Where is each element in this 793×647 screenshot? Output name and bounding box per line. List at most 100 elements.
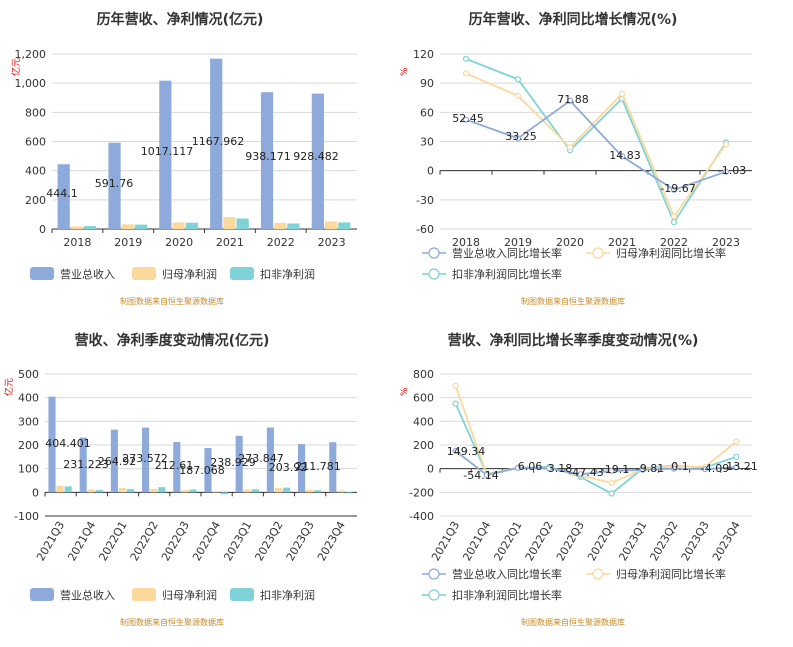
data-label: 52.45 — [452, 112, 484, 125]
data-label: 273.847 — [238, 452, 284, 465]
legend: 营业总收入 归母净利润 扣非净利润 — [30, 267, 315, 281]
point-c4-s0-7 — [670, 465, 678, 472]
point-c2-s2-0 — [462, 55, 470, 62]
x-tick-label: 2023Q3 — [284, 519, 317, 563]
x-tick-label: 2023Q3 — [679, 519, 712, 563]
data-label: 6.06 — [518, 460, 543, 473]
data-label: 231.223 — [63, 458, 109, 471]
bar-c3-s1-0 — [56, 485, 64, 493]
line-c2-s0 — [465, 99, 727, 191]
x-tick-label: 2021 — [216, 236, 244, 249]
data-label: 212.61 — [155, 459, 194, 472]
y-tick-label: -30 — [416, 194, 434, 207]
legend-swatch — [132, 588, 156, 601]
data-label: -19.67 — [660, 182, 695, 195]
bar-c3-s2-5 — [220, 492, 228, 495]
y-tick-label: 0 — [427, 463, 434, 476]
bar-c3-s2-7 — [283, 487, 291, 493]
x-tick-label: 2022 — [267, 236, 295, 249]
point-c2-s0-0 — [462, 116, 470, 123]
data-label: -47.43 — [568, 466, 603, 479]
x-tick-label: 2023 — [712, 236, 740, 249]
point-c4-s0-3 — [546, 465, 553, 472]
y-tick-label: 400 — [25, 165, 46, 178]
data-label: 444.1 — [46, 187, 78, 200]
y-tick-label: 0 — [39, 223, 46, 236]
y-tick-label: 500 — [18, 368, 39, 381]
x-tick-label: 2022Q4 — [190, 519, 223, 563]
source-note: 制图数据来自恒生聚源数据库 — [521, 617, 625, 627]
data-label: 211.781 — [295, 460, 341, 473]
data-label: 273.572 — [122, 452, 168, 465]
y-tick-label: 400 — [413, 415, 434, 428]
bar-c1-s2-2 — [185, 222, 198, 229]
x-tick-label: 2022Q2 — [128, 519, 161, 563]
bar-c3-s0-1 — [79, 437, 87, 493]
legend-marker — [428, 247, 440, 259]
bar-c3-s1-7 — [274, 488, 283, 493]
point-c2-s0-4 — [670, 186, 678, 193]
x-tick-label: 2019 — [114, 236, 142, 249]
bar-c1-s2-4 — [287, 223, 300, 229]
bar-c3-s2-4 — [189, 489, 197, 493]
chart-title: 历年营收、净利情况(亿元) — [97, 11, 264, 28]
bar-c3-s0-6 — [235, 435, 243, 493]
x-tick-label: 2020 — [556, 236, 584, 249]
legend-swatch — [30, 588, 54, 601]
bar-c3-s1-3 — [150, 489, 158, 493]
bar-c1-s1-2 — [172, 222, 185, 229]
point-c2-s1-0 — [462, 70, 470, 77]
point-c4-s0-2 — [514, 464, 522, 472]
line-c4-s0 — [455, 450, 737, 477]
point-c4-s0-4 — [577, 471, 584, 478]
bar-c3-s0-9 — [329, 442, 337, 493]
point-c2-s1-5 — [722, 141, 730, 148]
y-tick-label: 100 — [18, 463, 39, 476]
legend-swatch — [132, 267, 156, 280]
y-tick-label: 200 — [18, 439, 39, 452]
data-label: 264.92 — [98, 455, 137, 468]
point-c2-s1-1 — [514, 92, 522, 99]
bar-c1-s2-5 — [338, 222, 351, 229]
legend-marker — [428, 589, 440, 601]
point-c4-s0-0 — [452, 447, 459, 455]
point-c4-s0-6 — [639, 466, 646, 473]
bar-c1-s1-5 — [324, 221, 338, 229]
data-label: 238.929 — [210, 456, 256, 469]
chart-panel-c2: 历年营收、净利同比增长情况(%) -60 -30 0 30 60 90 120% 2018 201… — [400, 11, 752, 306]
legend-swatch — [230, 588, 254, 601]
point-c2-s0-5 — [722, 168, 730, 175]
bar-c3-s1-4 — [181, 489, 189, 493]
y-tick-label: 200 — [413, 439, 434, 452]
legend-label: 归母净利润 — [162, 267, 217, 281]
x-tick-label: 2023 — [318, 236, 346, 249]
data-label: 938.171 — [245, 150, 291, 163]
data-label: 1167.962 — [192, 135, 245, 148]
legend-label: 扣非净利润 — [260, 588, 315, 602]
bar-c3-s2-3 — [158, 487, 166, 493]
bar-c3-s1-2 — [118, 488, 127, 493]
y-tick-label: -60 — [416, 223, 434, 236]
bar-c3-s0-8 — [298, 444, 306, 493]
data-label: -9.81 — [636, 462, 664, 475]
point-c2-s0-3 — [618, 153, 626, 160]
y-tick-label: 800 — [413, 368, 434, 381]
y-axis-unit: 亿元 — [3, 378, 15, 396]
bar-c1-s0-0 — [57, 164, 70, 229]
legend-label: 营业总收入同比增长率 — [452, 246, 562, 260]
bar-c1-s0-3 — [210, 58, 223, 229]
data-label: 203.92 — [269, 461, 308, 474]
legend-marker — [592, 247, 604, 259]
y-tick-label: 600 — [413, 392, 434, 405]
bar-c1-s1-1 — [121, 224, 134, 229]
source-note: 制图数据来自恒生聚源数据库 — [120, 617, 224, 627]
point-c4-s0-9 — [733, 464, 740, 471]
legend: 营业总收入 归母净利润 扣非净利润 — [30, 588, 315, 602]
chart-title: 营收、净利同比增长率季度变动情况(%) — [448, 332, 699, 349]
bar-c3-s1-1 — [87, 489, 95, 493]
x-tick-label: 2021Q4 — [460, 519, 493, 563]
data-label: -19.1 — [601, 463, 629, 476]
x-tick-label: 2022Q1 — [492, 519, 525, 563]
